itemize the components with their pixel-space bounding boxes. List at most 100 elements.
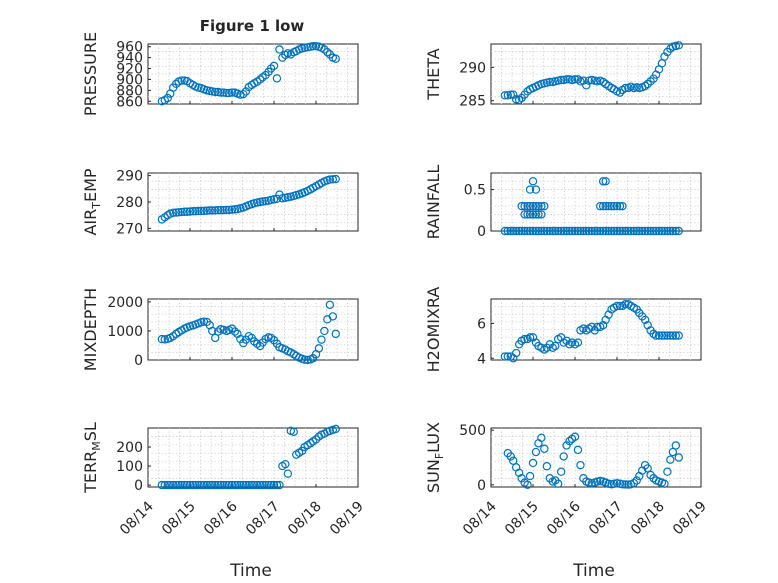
data-point bbox=[517, 474, 526, 483]
data-point bbox=[506, 452, 515, 461]
data-point bbox=[208, 206, 217, 215]
subplot-air: 270 280 290 AIRTEMP bbox=[81, 168, 359, 237]
data-point bbox=[205, 480, 214, 490]
data-point bbox=[264, 480, 273, 490]
data-point bbox=[537, 433, 546, 443]
data-point bbox=[520, 226, 529, 236]
data-point bbox=[202, 480, 211, 490]
x-tick-label: 08/16 bbox=[544, 498, 584, 538]
data-point bbox=[255, 75, 265, 84]
data-point bbox=[208, 87, 217, 96]
data-point bbox=[210, 87, 220, 97]
data-point bbox=[598, 320, 608, 330]
x-tick-label: 08/15 bbox=[159, 499, 199, 539]
data-point bbox=[651, 226, 661, 236]
data-point bbox=[570, 75, 580, 84]
data-point bbox=[320, 326, 329, 336]
data-point bbox=[185, 480, 195, 490]
data-point bbox=[224, 205, 234, 215]
data-point bbox=[548, 226, 557, 236]
data-point bbox=[570, 432, 580, 441]
data-point bbox=[528, 210, 538, 219]
data-point bbox=[624, 226, 633, 236]
data-point bbox=[554, 226, 563, 236]
data-point bbox=[582, 226, 591, 236]
data-point bbox=[219, 480, 228, 490]
data-point bbox=[224, 480, 234, 490]
data-point bbox=[629, 226, 639, 236]
data-point bbox=[191, 480, 200, 490]
data-point bbox=[542, 226, 552, 236]
data-point bbox=[562, 441, 571, 450]
data-point bbox=[269, 61, 279, 71]
data-point bbox=[520, 334, 529, 344]
data-point bbox=[194, 83, 203, 92]
data-point bbox=[615, 201, 625, 211]
data-point bbox=[182, 480, 192, 490]
y-tick-label: 0 bbox=[134, 353, 143, 369]
data-point bbox=[520, 210, 529, 219]
data-point bbox=[531, 185, 541, 194]
data-point bbox=[213, 480, 223, 490]
data-point bbox=[531, 447, 541, 457]
data-point bbox=[227, 205, 237, 214]
data-point bbox=[258, 480, 267, 490]
data-point bbox=[208, 480, 217, 490]
y-tick-label: 270 bbox=[116, 221, 143, 237]
data-point bbox=[317, 335, 326, 344]
data-point bbox=[567, 226, 577, 236]
data-point bbox=[528, 177, 538, 186]
data-point bbox=[306, 439, 315, 448]
data-point bbox=[531, 210, 541, 219]
data-point bbox=[556, 75, 566, 85]
data-point bbox=[222, 88, 231, 98]
data-point bbox=[612, 301, 622, 311]
data-point bbox=[216, 480, 225, 490]
data-point bbox=[174, 208, 183, 217]
data-point bbox=[525, 471, 535, 481]
data-point bbox=[596, 226, 605, 236]
data-point bbox=[180, 207, 189, 216]
data-point bbox=[534, 210, 543, 219]
data-point bbox=[666, 226, 675, 236]
data-point bbox=[500, 352, 510, 361]
data-point bbox=[283, 193, 293, 202]
data-point bbox=[604, 201, 613, 211]
data-point bbox=[311, 435, 321, 444]
data-point bbox=[300, 43, 309, 53]
data-point bbox=[573, 75, 583, 84]
data-point bbox=[612, 478, 622, 488]
data-point bbox=[573, 338, 583, 347]
data-point bbox=[540, 226, 549, 236]
data-point bbox=[191, 207, 200, 216]
data-point bbox=[275, 480, 284, 490]
data-point bbox=[626, 226, 636, 236]
data-point bbox=[331, 54, 340, 63]
data-point bbox=[230, 327, 240, 336]
data-point bbox=[525, 201, 535, 211]
y-tick-label: 290 bbox=[116, 169, 143, 185]
data-point bbox=[587, 478, 597, 488]
data-point bbox=[593, 322, 602, 332]
data-point bbox=[239, 480, 248, 490]
data-point bbox=[520, 201, 529, 211]
data-point bbox=[649, 329, 658, 339]
data-point bbox=[500, 91, 510, 100]
data-point bbox=[230, 480, 240, 490]
data-point bbox=[157, 480, 167, 490]
data-point bbox=[168, 208, 178, 218]
y-axis-label: THETA bbox=[424, 48, 443, 100]
data-point bbox=[222, 205, 231, 215]
data-point bbox=[227, 88, 237, 97]
data-point bbox=[570, 226, 580, 236]
data-point bbox=[548, 343, 557, 352]
data-point bbox=[542, 462, 552, 471]
data-point bbox=[621, 300, 630, 309]
data-point bbox=[523, 226, 532, 236]
y-tick-label: 4 bbox=[477, 351, 486, 367]
data-point bbox=[582, 81, 591, 90]
data-point bbox=[216, 325, 225, 334]
data-point bbox=[540, 345, 549, 354]
x-axis-label-right: Time bbox=[572, 561, 615, 581]
data-point bbox=[576, 460, 585, 470]
